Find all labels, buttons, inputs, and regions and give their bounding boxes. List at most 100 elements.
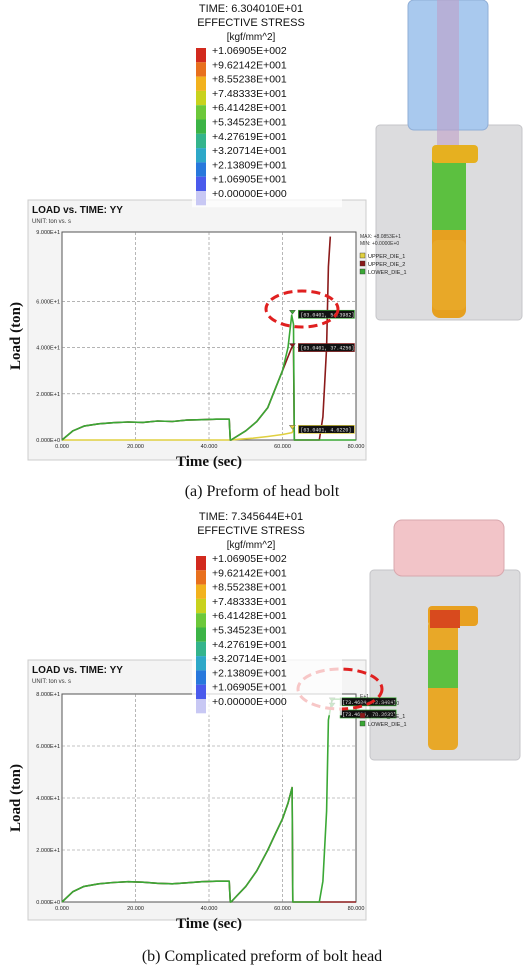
colorbar-swatch	[196, 191, 206, 206]
y-tick-label: 0.000E+0	[36, 900, 60, 906]
y-axis-label: Load (ton)	[8, 302, 24, 370]
colorbar-label: +5.34523E+001	[212, 625, 287, 637]
annotation-box	[298, 343, 355, 352]
colorbar-label: +3.20714E+001	[212, 145, 287, 157]
workpiece-low	[432, 240, 466, 310]
colorbar-label: +0.00000E+000	[212, 696, 287, 708]
colorbar-swatch	[196, 699, 206, 714]
colorbar-swatch	[196, 556, 206, 571]
y-tick-label: 6.000E+1	[36, 299, 60, 305]
colorbar-label: +1.06905E+002	[212, 45, 287, 57]
colorbar-time: TIME: 7.345644E+01	[199, 511, 303, 523]
colorbar-label: +7.48333E+001	[212, 88, 287, 100]
legend-swatch	[359, 720, 366, 727]
panel-b-caption: (b) Complicated preform of bolt head	[141, 948, 383, 965]
x-tick-label: 80.000	[348, 906, 365, 912]
annotation-marker	[289, 343, 296, 348]
colorbar-label: +2.13809E+001	[212, 159, 287, 171]
colorbar-background	[192, 46, 342, 208]
colorbar-time: TIME: 6.304010E+01	[199, 3, 303, 15]
colorbar-label: +8.55238E+001	[212, 582, 287, 594]
x-tick-label: 60.000	[274, 444, 291, 450]
colorbar-label: +1.06905E+001	[212, 174, 287, 186]
colorbar-swatch	[196, 584, 206, 599]
colorbar-swatch	[196, 570, 206, 585]
colorbar-swatch	[196, 627, 206, 642]
part-render-b	[369, 519, 521, 761]
colorbar-label: +5.34523E+001	[212, 117, 287, 129]
plot-area	[61, 231, 357, 441]
legend-entry: UPPER_DIE_2	[368, 262, 405, 268]
colorbar-swatch	[196, 76, 206, 91]
colorbar-title: EFFECTIVE STRESS	[197, 525, 305, 537]
colorbar-label: +9.62142E+001	[212, 59, 287, 71]
y-tick-label: 8.000E+1	[36, 692, 60, 698]
x-tick-label: 80.000	[348, 444, 365, 450]
colorbar-label: +2.13809E+001	[212, 667, 287, 679]
colorbar-swatch	[196, 656, 206, 671]
pin	[437, 0, 459, 150]
panel-b: LOAD vs. TIME: YY UNIT: ton vs. s 0.000E+0…	[0, 510, 524, 970]
series-line-lower_die_1	[61, 314, 356, 441]
workpiece-green-band	[432, 160, 466, 230]
colorbar-swatch	[196, 162, 206, 177]
workpiece-head	[432, 145, 478, 163]
legend-entry: UPPER_DIE_1	[368, 714, 405, 720]
max-label: MAX: +8.0853E+1	[360, 234, 401, 240]
unit-note: UNIT: ton vs. s	[32, 679, 71, 685]
legend-swatch	[359, 252, 366, 259]
y-tick-label: 0.000E+0	[36, 438, 60, 444]
colorbar-label: +0.00000E+000	[212, 188, 287, 200]
colorbar-swatch	[196, 670, 206, 685]
y-tick-label: 4.000E+1	[36, 796, 60, 802]
colorbar-background	[192, 554, 342, 716]
legend-swatch	[359, 268, 366, 275]
y-tick-label: 2.000E+1	[36, 848, 60, 854]
colorbar-swatch	[196, 598, 206, 614]
unit-note: UNIT: ton vs. s	[32, 219, 71, 225]
x-tick-label: 40.000	[201, 444, 218, 450]
annotation-marker	[289, 425, 296, 430]
colorbar-swatch	[196, 613, 206, 628]
x-tick-label: 60.000	[274, 906, 291, 912]
colorbar-swatch	[196, 119, 206, 134]
x-tick-label: 0.000	[55, 444, 69, 450]
y-tick-label: 6.000E+1	[36, 744, 60, 750]
colorbar-swatch	[196, 684, 206, 699]
annotation-label: [63.0401, 54.3982]	[300, 312, 354, 318]
annotation-marker	[289, 310, 296, 315]
colorbar-label: +9.62142E+001	[212, 567, 287, 579]
colorbar-label: +3.20714E+001	[212, 653, 287, 665]
annotation-label: [63.0401, 4.6220]	[300, 427, 351, 433]
colorbar-swatch	[196, 133, 206, 149]
highlight-ellipse	[264, 289, 340, 329]
x-axis-label: Time (sec)	[176, 916, 242, 932]
x-tick-label: 0.000	[55, 906, 69, 912]
upper-punch	[393, 519, 505, 577]
colorbar-label: +8.55238E+001	[212, 74, 287, 86]
legend-swatch	[359, 712, 366, 719]
colorbar-title: EFFECTIVE STRESS	[197, 17, 305, 29]
panel-a: LOAD vs. TIME: YY UNIT: ton vs. s 0.000E+0…	[8, 0, 523, 500]
min-label: MIN: +0.0000E+0	[360, 241, 399, 247]
y-tick-label: 2.000E+1	[36, 392, 60, 398]
annotation-label: [63.0401, 37.4256]	[300, 346, 354, 352]
min-label: MIN: +0.0000E+0	[360, 701, 399, 707]
colorbar-swatch	[196, 90, 206, 106]
colorbar-label: +6.41428E+001	[212, 102, 287, 114]
chart-a: LOAD vs. TIME: YY UNIT: ton vs. s 0.000E+0…	[8, 0, 523, 470]
workpiece-green-band	[428, 650, 458, 688]
panel-a-caption: (a) Preform of head bolt	[184, 483, 340, 500]
legend-entry: UPPER_DIE_1	[368, 254, 405, 260]
annotation-label: [73.4604, 78.3638]	[342, 712, 396, 718]
colorbar-label: +4.27619E+001	[212, 639, 287, 651]
x-tick-label: 20.000	[127, 444, 144, 450]
colorbar-unit: [kgf/mm^2]	[227, 32, 276, 43]
y-tick-label: 9.000E+1	[36, 230, 60, 236]
chart-title: LOAD vs. TIME: YY	[32, 665, 123, 676]
legend-entry: LOWER_DIE_1	[368, 722, 407, 728]
chart-title: LOAD vs. TIME: YY	[32, 205, 123, 216]
series-line-lower_die_1	[61, 698, 356, 903]
colorbar-swatch	[196, 148, 206, 163]
legend-entry: LOWER_DIE_1	[368, 270, 407, 276]
